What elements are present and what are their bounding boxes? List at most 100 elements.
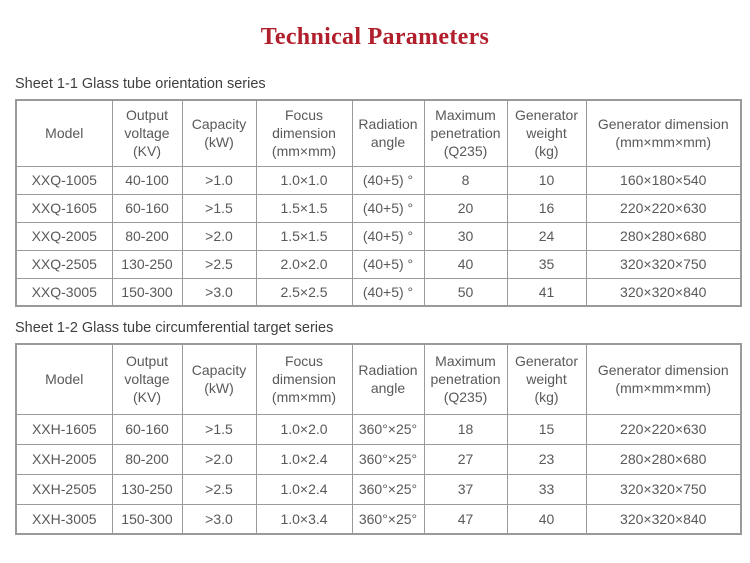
orientation-series-section: Sheet 1-1 Glass tube orientation series … [0,76,750,307]
table-cell: 1.0×2.0 [255,413,353,445]
table-cell: 360°×25° [351,473,425,505]
page-title: Technical Parameters [260,24,490,50]
table-row: XXQ-3005 150-300 >3.0 2.5×2.5 (40+5) ° 50 41 32… [15,277,742,307]
table-cell: XXQ-1005 [15,165,113,195]
table-cell: XXH-3005 [15,503,113,535]
table-cell: 360°×25° [351,503,425,535]
table-cell: 60-160 [111,193,183,223]
table-cell: 280×280×680 [585,443,742,475]
column-header: Maximum penetration (Q235) [423,99,508,167]
table-cell: 220×220×630 [585,413,742,445]
table-cell: 24 [506,221,587,251]
table-cell: 1.5×1.5 [255,193,353,223]
table-cell: 130-250 [111,249,183,279]
column-header: Radiation angle [351,343,425,415]
table-cell: 37 [423,473,508,505]
table-cell: 160×180×540 [585,165,742,195]
table-cell: 320×320×750 [585,249,742,279]
table-cell: 16 [506,193,587,223]
circumferential-series-table-body: XXH-1605 60-160 >1.5 1.0×2.0 360°×25° 18 15 220… [15,413,742,535]
orientation-series-table-body: XXQ-1005 40-100 >1.0 1.0×1.0 (40+5) ° 8 10 160×… [15,165,742,307]
column-header: Generator weight (kg) [506,343,587,415]
table-cell: >1.5 [181,413,257,445]
table-cell: 130-250 [111,473,183,505]
table-cell: >2.0 [181,443,257,475]
table-cell: (40+5) ° [351,193,425,223]
table-row: XXH-3005 150-300 >3.0 1.0×3.4 360°×25° 47 40 32… [15,503,742,535]
table-cell: 1.0×2.4 [255,443,353,475]
table-cell: >2.5 [181,473,257,505]
table-row: XXQ-2505 130-250 >2.5 2.0×2.0 (40+5) ° 40 35 32… [15,249,742,279]
table-cell: (40+5) ° [351,249,425,279]
table-cell: 40-100 [111,165,183,195]
table-cell: 50 [423,277,508,307]
table-cell: 1.0×3.4 [255,503,353,535]
table-cell: 1.0×2.4 [255,473,353,505]
table-row: XXQ-1605 60-160 >1.5 1.5×1.5 (40+5) ° 20 16 220… [15,193,742,223]
column-header: Output voltage (KV) [111,343,183,415]
column-header: Generator dimension (mm×mm×mm) [585,343,742,415]
orientation-series-table-head: Model Output voltage (KV) Capacity (kW) Foc… [15,99,742,167]
table-row: XXH-1605 60-160 >1.5 1.0×2.0 360°×25° 18 15 220… [15,413,742,445]
table-cell: 220×220×630 [585,193,742,223]
table-cell: 41 [506,277,587,307]
table-row: XXQ-1005 40-100 >1.0 1.0×1.0 (40+5) ° 8 10 160×… [15,165,742,195]
table-cell: 23 [506,443,587,475]
column-header: Radiation angle [351,99,425,167]
table-row: XXQ-2005 80-200 >2.0 1.5×1.5 (40+5) ° 30 24 280… [15,221,742,251]
table-cell: (40+5) ° [351,277,425,307]
circumferential-series-table: Model Output voltage (KV) Capacity (kW) Foc… [15,343,742,535]
technical-parameters-page: Technical Parameters Sheet 1-1 Glass tub… [0,24,750,563]
table-cell: XXQ-2505 [15,249,113,279]
table-cell: >1.5 [181,193,257,223]
column-header: Capacity (kW) [181,99,257,167]
table-cell: 80-200 [111,221,183,251]
table-header-row: Model Output voltage (KV) Capacity (kW) Foc… [15,343,742,415]
table-row: XXH-2005 80-200 >2.0 1.0×2.4 360°×25° 27 23 280… [15,443,742,475]
table-cell: 33 [506,473,587,505]
table-cell: 1.5×1.5 [255,221,353,251]
column-header: Generator weight (kg) [506,99,587,167]
circumferential-series-table-head: Model Output voltage (KV) Capacity (kW) Foc… [15,343,742,415]
table-cell: >2.5 [181,249,257,279]
circumferential-series-caption: Sheet 1-2 Glass tube circumferential tar… [15,320,334,336]
table-cell: XXH-2505 [15,473,113,505]
table-cell: XXH-2005 [15,443,113,475]
table-cell: 18 [423,413,508,445]
table-cell: 10 [506,165,587,195]
table-cell: >3.0 [181,503,257,535]
table-cell: >2.0 [181,221,257,251]
table-cell: 47 [423,503,508,535]
table-cell: XXQ-2005 [15,221,113,251]
table-cell: (40+5) ° [351,221,425,251]
table-cell: XXQ-1605 [15,193,113,223]
table-cell: 280×280×680 [585,221,742,251]
table-cell: 40 [423,249,508,279]
circumferential-series-section: Sheet 1-2 Glass tube circumferential tar… [0,320,750,535]
table-header-row: Model Output voltage (KV) Capacity (kW) Foc… [15,99,742,167]
table-cell: 15 [506,413,587,445]
table-cell: 320×320×840 [585,277,742,307]
column-header: Model [15,343,113,415]
column-header: Focus dimension (mm×mm) [255,343,353,415]
table-cell: 2.5×2.5 [255,277,353,307]
column-header: Capacity (kW) [181,343,257,415]
table-cell: 320×320×750 [585,473,742,505]
column-header: Output voltage (KV) [111,99,183,167]
table-cell: XXQ-3005 [15,277,113,307]
column-header: Maximum penetration (Q235) [423,343,508,415]
table-cell: 150-300 [111,503,183,535]
table-cell: 27 [423,443,508,475]
table-cell: 360°×25° [351,443,425,475]
table-cell: XXH-1605 [15,413,113,445]
table-row: XXH-2505 130-250 >2.5 1.0×2.4 360°×25° 37 33 32… [15,473,742,505]
table-cell: 20 [423,193,508,223]
table-cell: 30 [423,221,508,251]
orientation-series-table: Model Output voltage (KV) Capacity (kW) Foc… [15,99,742,307]
column-header: Focus dimension (mm×mm) [255,99,353,167]
table-cell: 150-300 [111,277,183,307]
table-cell: 35 [506,249,587,279]
table-cell: 60-160 [111,413,183,445]
table-cell: >1.0 [181,165,257,195]
table-cell: 2.0×2.0 [255,249,353,279]
